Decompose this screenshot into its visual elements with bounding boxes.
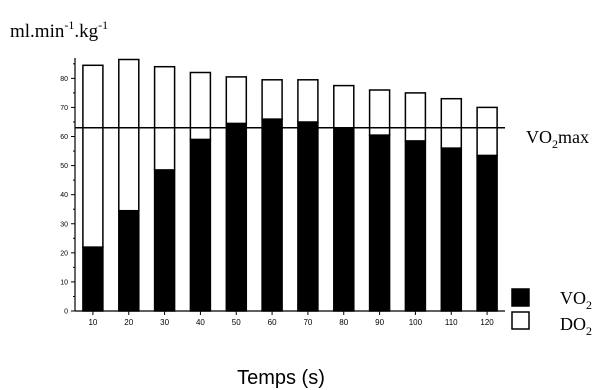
bar-do2-10 xyxy=(82,64,104,248)
bar-do2-70 xyxy=(297,79,319,123)
bar-vo2-30 xyxy=(153,169,176,312)
y-tick-label: 0 xyxy=(64,309,68,316)
x-tick-label: 70 xyxy=(303,318,312,327)
bars-group xyxy=(82,58,498,312)
bar-vo2-80 xyxy=(333,127,355,312)
bar-vo2-10 xyxy=(82,246,104,312)
legend-label-vo2: VO2 xyxy=(560,288,592,312)
x-tick-label: 20 xyxy=(124,318,133,327)
bar-vo2-50 xyxy=(225,122,248,312)
bar-vo2-20 xyxy=(118,209,140,312)
y-tick-label: 20 xyxy=(60,250,68,257)
bar-vo2-70 xyxy=(297,121,319,312)
bar-do2-30 xyxy=(153,65,176,171)
bar-do2-110 xyxy=(440,97,463,149)
y-tick-label: 70 xyxy=(60,105,68,112)
legend-swatch-do2 xyxy=(511,311,530,330)
x-tick-label: 10 xyxy=(88,318,97,327)
bar-vo2-100 xyxy=(404,140,427,312)
x-tick-label: 40 xyxy=(196,318,205,327)
bar-vo2-120 xyxy=(476,154,498,312)
bar-do2-120 xyxy=(476,106,498,157)
bar-do2-50 xyxy=(225,76,248,125)
bar-vo2-60 xyxy=(261,118,283,312)
y-tick-label: 50 xyxy=(60,163,68,170)
y-tick-label: 30 xyxy=(60,221,68,228)
y-axis: 0 10 20 30 40 50 60 70 80 xyxy=(60,58,76,316)
y-tick-label: 60 xyxy=(60,134,68,141)
bar-do2-100 xyxy=(404,92,427,142)
x-tick-label: 60 xyxy=(268,318,277,327)
y-tick-label: 80 xyxy=(60,76,68,83)
x-axis-title: Temps (s) xyxy=(237,367,325,389)
x-tick-label: 90 xyxy=(375,318,384,327)
x-tick-label: 110 xyxy=(445,318,458,327)
x-axis: 10 20 30 40 50 60 70 80 90 100 110 120 xyxy=(75,310,505,327)
bar-do2-90 xyxy=(368,89,391,136)
bar-do2-80 xyxy=(333,84,355,129)
x-tick-label: 100 xyxy=(409,318,423,327)
y-tick-label: 40 xyxy=(60,192,68,199)
y-tick-label: 10 xyxy=(60,279,68,286)
bar-vo2-90 xyxy=(368,134,391,312)
x-tick-label: 80 xyxy=(339,318,348,327)
x-tick-label: 120 xyxy=(480,318,494,327)
x-tick-label: 30 xyxy=(160,318,169,327)
bar-do2-40 xyxy=(189,71,212,141)
legend-label-do2: DO2 xyxy=(560,314,592,338)
legend-swatch-vo2 xyxy=(511,288,530,307)
bar-vo2-40 xyxy=(189,138,212,312)
y-axis-unit-label: ml.min-1.kg-1 xyxy=(10,18,108,42)
vo2max-label: VO2max xyxy=(526,127,589,151)
bar-vo2-110 xyxy=(440,147,463,312)
bar-do2-60 xyxy=(261,79,283,120)
bar-do2-20 xyxy=(118,58,140,212)
x-tick-label: 50 xyxy=(232,318,241,327)
